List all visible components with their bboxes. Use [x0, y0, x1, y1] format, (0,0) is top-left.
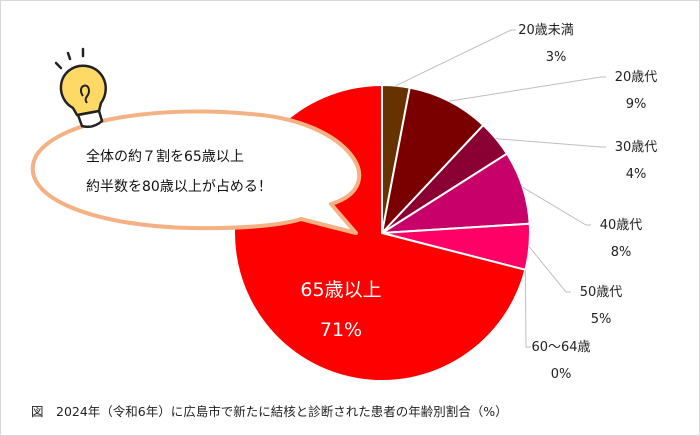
slice-value-label: 9%: [626, 97, 647, 112]
slice-label: 30歳代: [615, 140, 658, 155]
slice-label: 50歳代: [580, 285, 623, 300]
lightbulb-icon: [54, 47, 107, 129]
callout: 全体の約７割を65歳以上 約半数を80歳以上が占める！: [30, 47, 362, 235]
slice-value-label: 71%: [320, 319, 362, 341]
slice-value-label: 0%: [551, 367, 572, 382]
slice-value-label: 4%: [626, 167, 647, 182]
leader-line: [522, 186, 591, 226]
figure-caption: 図 2024年（令和6年）に広島市で新たに結核と診断された患者の年齢別割合（%）: [31, 404, 508, 419]
leader-line: [528, 246, 571, 293]
slice-value-label: 5%: [591, 312, 612, 327]
leader-line: [395, 29, 516, 87]
speech-bubble: [30, 109, 362, 235]
leader-line: [449, 76, 606, 102]
slice-label: 20歳代: [615, 70, 658, 85]
leader-line: [495, 138, 606, 148]
slice-label: 60～64歳: [531, 340, 590, 355]
leader-line: [524, 269, 531, 348]
slice-label: 20歳未満: [518, 23, 574, 38]
callout-line-1: 全体の約７割を65歳以上: [86, 148, 244, 165]
slice-value-label: 8%: [611, 245, 632, 260]
slice-value-label: 3%: [546, 50, 567, 65]
pie-slice-1: [380, 86, 485, 237]
callout-line-2: 約半数を80歳以上が占める！: [86, 179, 272, 195]
slice-label: 65歳以上: [300, 279, 381, 301]
slice-label: 40歳代: [600, 218, 643, 233]
